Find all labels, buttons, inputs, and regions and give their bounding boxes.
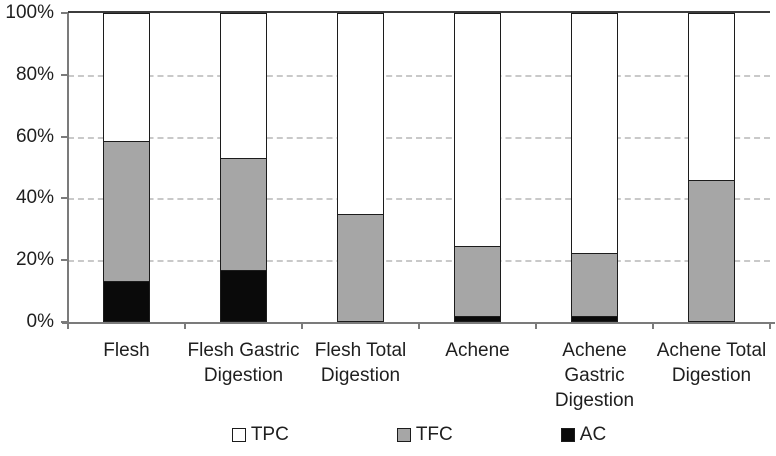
legend: TPC TFC AC <box>68 424 770 446</box>
bar-segment-TPC <box>104 14 149 142</box>
x-tick-mark <box>67 322 69 329</box>
plot-top-border <box>68 11 770 13</box>
y-tick-label-60%: 60% <box>15 125 54 147</box>
x-category-label: Flesh <box>103 340 150 361</box>
bar-segment-AC <box>455 316 500 321</box>
bar-slot <box>302 13 419 322</box>
plot-area <box>68 13 770 322</box>
x-tick-mark <box>769 322 771 329</box>
bar-segment-TFC <box>572 253 617 317</box>
legend-label: TPC <box>250 424 289 445</box>
bar-segment-TFC <box>221 158 266 271</box>
y-tick-mark <box>61 73 68 76</box>
gridline-20 <box>68 260 770 263</box>
y-tick-label-0%: 0% <box>26 311 54 332</box>
bar-achene-total-digestion <box>688 13 735 322</box>
bar-segment-TFC <box>689 179 734 321</box>
legend-item-tfc: TFC <box>396 424 453 446</box>
x-tick-mark <box>301 322 303 329</box>
y-tick-label-20%: 20% <box>15 249 54 271</box>
x-category-label: Flesh Gastric Digestion <box>187 340 300 386</box>
bar-segment-TFC <box>104 141 149 282</box>
bar-slot <box>68 13 185 322</box>
x-category-label: Achene Total Digestion <box>656 340 767 386</box>
x-category-label: Flesh Total Digestion <box>314 340 407 386</box>
x-axis-labels: Flesh Flesh Gastric Digestion Flesh Total Di… <box>68 338 770 418</box>
bar-slot <box>419 13 536 322</box>
gridline-80 <box>68 74 770 77</box>
gridline-40 <box>68 198 770 201</box>
bar-flesh-gastric-digestion <box>220 13 267 322</box>
legend-item-ac: AC <box>560 424 607 446</box>
y-tick-label-40%: 40% <box>15 187 54 209</box>
legend-swatch-tfc <box>396 428 411 442</box>
y-tick-mark <box>61 197 68 200</box>
bar-segment-TPC <box>572 14 617 254</box>
x-category-label: Achene <box>445 340 510 361</box>
bar-flesh-total-digestion <box>337 13 384 322</box>
x-tick-mark <box>418 322 420 329</box>
x-tick-mark <box>184 322 186 329</box>
x-axis-line <box>62 322 775 324</box>
bar-slot <box>536 13 653 322</box>
bar-segment-TFC <box>338 213 383 321</box>
y-tick-mark <box>61 12 68 14</box>
legend-label: TFC <box>415 424 453 445</box>
bar-segment-TPC <box>455 14 500 246</box>
bar-segment-AC <box>572 316 617 321</box>
x-category-label: Achene Gastric Digestion <box>554 340 635 411</box>
legend-swatch-tpc <box>231 428 246 442</box>
y-tick-label-80%: 80% <box>15 63 54 85</box>
x-tick-mark <box>652 322 654 329</box>
y-tick-mark <box>61 135 68 138</box>
bar-flesh <box>103 13 150 322</box>
legend-label: AC <box>579 424 607 445</box>
bar-segment-AC <box>104 281 149 321</box>
bar-slot <box>185 13 302 322</box>
bar-slot <box>653 13 770 322</box>
y-tick-label-100%: 100% <box>5 2 54 23</box>
x-tick-mark <box>535 322 537 329</box>
legend-swatch-ac <box>560 428 575 442</box>
bar-segment-TPC <box>689 14 734 180</box>
bar-segment-TPC <box>221 14 266 159</box>
y-axis-line <box>67 13 69 322</box>
bar-segment-TPC <box>338 14 383 214</box>
bar-segment-TFC <box>455 245 500 317</box>
bar-achene-gastric-digestion <box>571 13 618 322</box>
legend-item-tpc: TPC <box>231 424 289 446</box>
bar-segment-AC <box>221 270 266 321</box>
bar-achene <box>454 13 501 322</box>
y-tick-mark <box>61 259 68 262</box>
gridline-60 <box>68 136 770 139</box>
